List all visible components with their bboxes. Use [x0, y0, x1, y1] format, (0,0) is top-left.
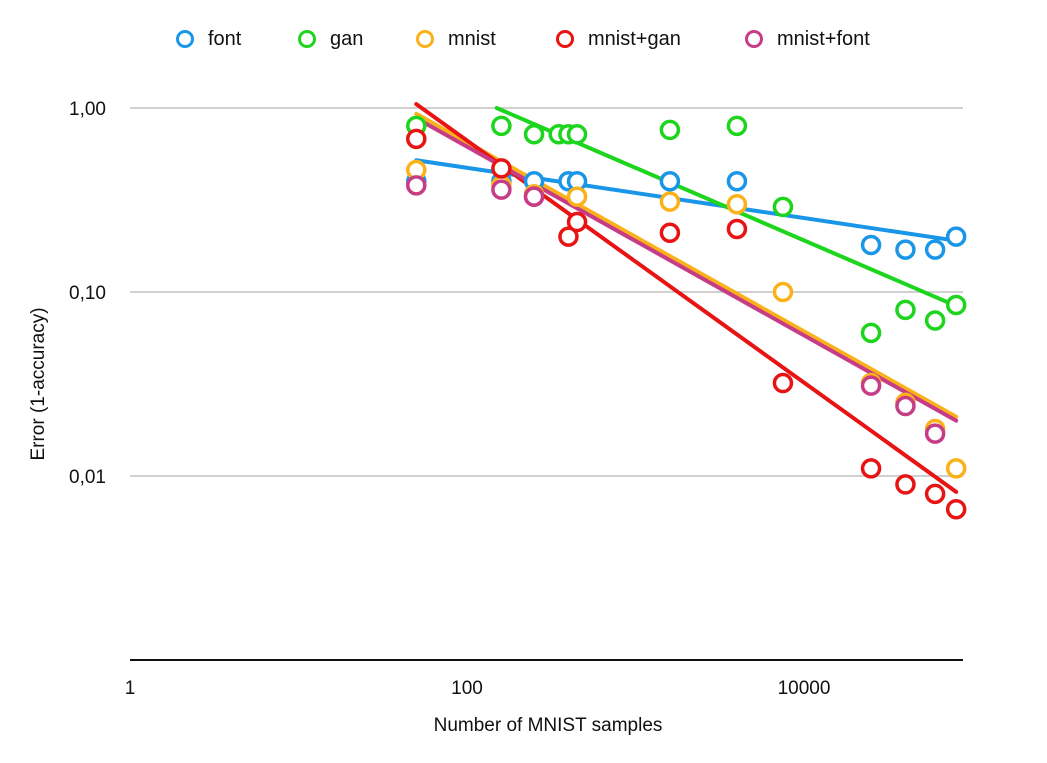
- point-gan: [945, 294, 967, 316]
- point-gan: [895, 299, 916, 321]
- gridlines: [130, 107, 963, 477]
- point-mnist-gan: [659, 222, 681, 243]
- point-mnist-gan: [895, 474, 916, 495]
- point-mnist: [772, 281, 794, 303]
- point-mnist-gan: [406, 128, 427, 150]
- legend-item-gan[interactable]: gan: [298, 24, 363, 54]
- point-mnist-gan: [491, 158, 512, 179]
- point-gan: [566, 124, 588, 145]
- point-mnist: [945, 458, 967, 479]
- point-gan: [924, 310, 946, 331]
- legend-marker-icon: [176, 30, 194, 48]
- point-mnist: [659, 191, 681, 212]
- legend-item-mnist-font[interactable]: mnist+font: [745, 24, 870, 54]
- point-mnist-gan: [558, 226, 579, 247]
- point-mnist: [726, 193, 748, 215]
- point-gan: [523, 124, 545, 145]
- legend-marker-icon: [416, 30, 434, 48]
- point-mnist-font: [924, 423, 946, 444]
- legend-item-mnist[interactable]: mnist: [416, 24, 496, 54]
- point-font: [895, 239, 916, 260]
- legend-item-font[interactable]: font: [176, 24, 241, 54]
- legend-label: gan: [330, 27, 364, 50]
- point-mnist-gan: [945, 498, 967, 520]
- point-gan: [659, 119, 681, 141]
- y-tick-label: 0,01: [69, 467, 106, 488]
- y-tick-label: 0,10: [69, 283, 106, 304]
- legend-item-mnist-gan[interactable]: mnist+gan: [556, 24, 681, 54]
- y-axis-label: Error (1-accuracy): [28, 307, 49, 460]
- point-mnist-gan: [772, 372, 794, 394]
- data-points: [406, 115, 967, 520]
- x-tick-label: 1: [125, 678, 136, 699]
- point-font: [726, 170, 748, 192]
- point-font: [945, 226, 967, 247]
- point-font: [659, 170, 681, 192]
- y-tick-label: 1,00: [69, 99, 106, 120]
- x-tick-label: 10000: [778, 678, 831, 699]
- legend-label: mnist: [448, 27, 496, 50]
- x-tick-label: 100: [451, 678, 483, 699]
- point-mnist-font: [895, 395, 916, 417]
- point-gan: [772, 196, 794, 218]
- point-mnist-gan: [566, 211, 588, 233]
- legend-marker-icon: [745, 30, 763, 48]
- point-font: [860, 234, 882, 256]
- point-gan: [860, 322, 882, 344]
- point-gan: [491, 115, 512, 137]
- point-mnist-gan: [924, 483, 946, 505]
- legend-label: mnist+gan: [588, 27, 681, 50]
- point-mnist-font: [406, 175, 427, 196]
- point-mnist-font: [523, 186, 545, 207]
- point-mnist-font: [491, 179, 512, 200]
- y-tick-labels: 1,00 0,10 0,01: [69, 99, 106, 488]
- legend-marker-icon: [556, 30, 574, 48]
- point-mnist-gan: [726, 218, 748, 240]
- legend-label: mnist+font: [777, 27, 870, 50]
- legend-label: font: [208, 27, 242, 50]
- point-mnist-font: [860, 375, 882, 396]
- point-font: [924, 239, 946, 260]
- x-tick-labels: 1 100 10000: [125, 678, 831, 699]
- point-mnist: [566, 186, 588, 207]
- x-axis-label: Number of MNIST samples: [434, 715, 663, 736]
- point-mnist-gan: [860, 458, 882, 479]
- point-gan: [726, 115, 748, 137]
- legend-marker-icon: [298, 30, 316, 48]
